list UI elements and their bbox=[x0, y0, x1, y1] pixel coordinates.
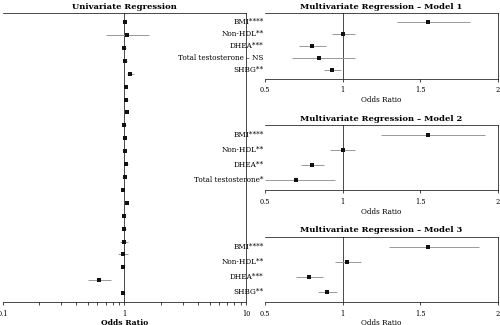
X-axis label: Odds Ratio: Odds Ratio bbox=[361, 319, 402, 325]
Text: Non-HDL**: Non-HDL** bbox=[222, 258, 264, 266]
Text: SHBG**: SHBG** bbox=[234, 66, 264, 74]
Text: BMI****: BMI**** bbox=[234, 18, 264, 26]
Title: Univariate Regression: Univariate Regression bbox=[72, 3, 177, 11]
Text: BMI****: BMI**** bbox=[234, 243, 264, 251]
Text: DHEA***: DHEA*** bbox=[230, 42, 264, 50]
Text: Non-HDL**: Non-HDL** bbox=[222, 146, 264, 154]
Title: Multivariate Regression – Model 3: Multivariate Regression – Model 3 bbox=[300, 226, 462, 234]
X-axis label: Odds Ratio: Odds Ratio bbox=[361, 96, 402, 104]
Text: DHEA***: DHEA*** bbox=[230, 273, 264, 281]
Title: Multivariate Regression – Model 1: Multivariate Regression – Model 1 bbox=[300, 3, 462, 11]
Text: Total testosterone – NS: Total testosterone – NS bbox=[178, 54, 264, 62]
X-axis label: Odds Ratio: Odds Ratio bbox=[361, 208, 402, 215]
Text: BMI****: BMI**** bbox=[234, 131, 264, 139]
Text: SHBG**: SHBG** bbox=[234, 288, 264, 296]
X-axis label: Odds Ratio: Odds Ratio bbox=[101, 319, 148, 325]
Text: Non-HDL**: Non-HDL** bbox=[222, 30, 264, 38]
Text: DHEA**: DHEA** bbox=[234, 161, 264, 169]
Title: Multivariate Regression – Model 2: Multivariate Regression – Model 2 bbox=[300, 115, 462, 123]
Text: Total testosterone*: Total testosterone* bbox=[194, 176, 264, 184]
